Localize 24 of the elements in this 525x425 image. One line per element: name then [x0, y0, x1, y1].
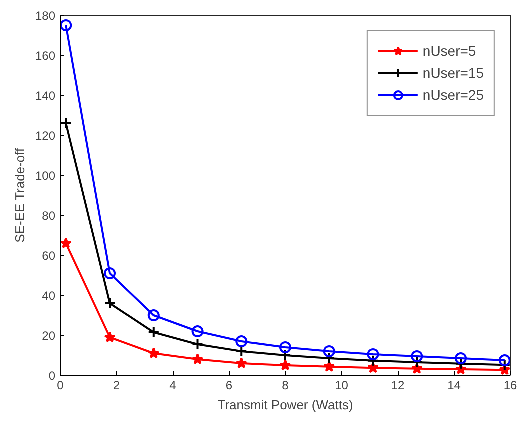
legend-label: nUser=5 [422, 43, 476, 59]
y-tick-label: 20 [42, 329, 56, 343]
y-axis-title: SE-EE Trade-off [12, 148, 28, 243]
x-tick-label: 2 [113, 378, 120, 392]
y-tick-label: 140 [35, 89, 56, 103]
legend-label: nUser=15 [422, 65, 484, 81]
y-tick-label: 0 [48, 369, 56, 383]
x-tick-label: 6 [226, 378, 233, 392]
x-tick-label: 10 [335, 378, 349, 392]
x-tick-label: 8 [282, 378, 290, 392]
x-tick-label: 0 [57, 378, 64, 392]
x-tick-label: 16 [504, 378, 518, 392]
y-tick-label: 60 [42, 249, 56, 263]
y-tick-label: 180 [35, 9, 56, 23]
x-tick-label: 4 [170, 378, 177, 392]
x-tick-label: 14 [448, 378, 462, 392]
legend-label: nUser=25 [422, 87, 484, 103]
x-tick-label: 12 [391, 378, 405, 392]
x-axis-title: Transmit Power (Watts) [218, 398, 354, 412]
y-tick-label: 80 [42, 209, 56, 223]
y-tick-label: 100 [35, 169, 56, 183]
y-tick-label: 40 [42, 289, 56, 303]
y-tick-label: 160 [35, 49, 56, 63]
y-tick-label: 120 [35, 129, 56, 143]
